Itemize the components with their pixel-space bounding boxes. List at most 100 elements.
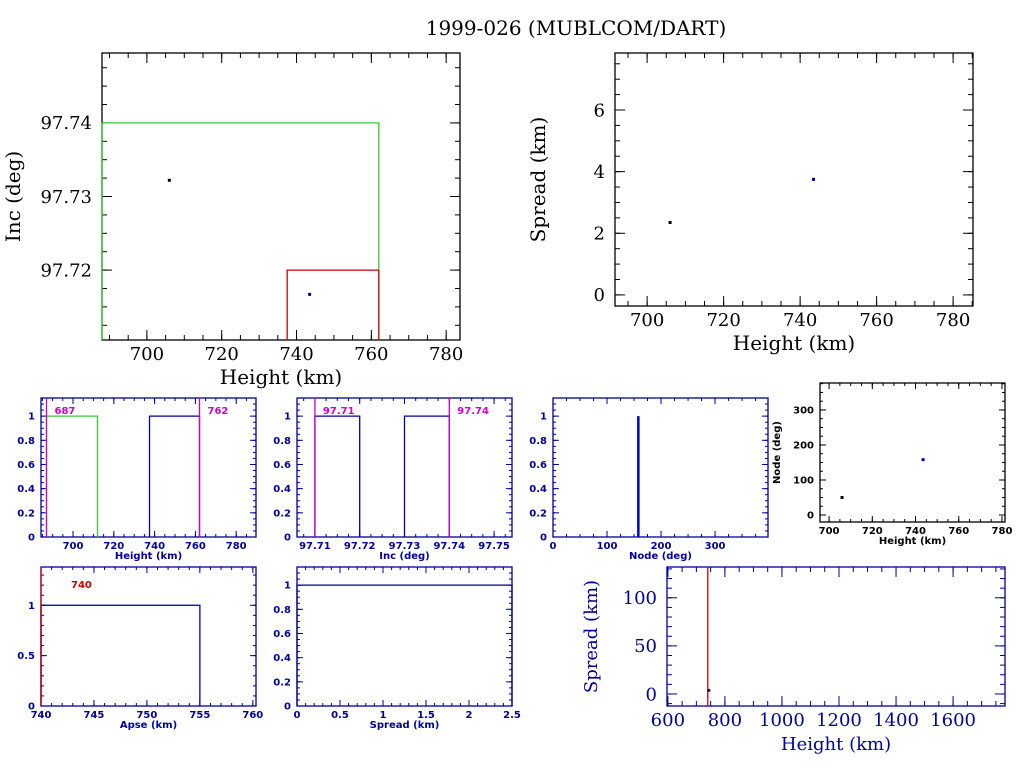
x-axis-label: Spread (km)	[370, 720, 440, 731]
x-tick-label: 700	[819, 526, 840, 537]
y-tick-label: 0.4	[529, 484, 547, 495]
y-axis-label: Spread (km)	[581, 580, 602, 693]
x-tick-label: 720	[103, 541, 124, 552]
x-tick-label: 0	[550, 541, 557, 552]
x-tick-label: 740	[279, 344, 313, 365]
x-tick-label: 740	[783, 310, 817, 331]
y-tick-label: 0.2	[273, 508, 291, 519]
x-tick-label: 1000	[759, 710, 805, 731]
y-tick-label: 0	[28, 702, 35, 713]
y-tick-label: 0.8	[17, 436, 35, 447]
x-tick-label: 740	[144, 541, 165, 552]
y-axis-label: Node (deg)	[772, 421, 783, 484]
histogram-bar	[286, 269, 380, 340]
y-tick-label: 0	[284, 533, 291, 544]
y-tick-label: 0.5	[17, 651, 35, 662]
x-tick-label: 1.5	[417, 710, 435, 721]
x-axis-label: Apse (km)	[120, 720, 177, 731]
x-tick-label: 800	[708, 710, 742, 731]
x-tick-label: 755	[189, 710, 210, 721]
histogram-bar	[148, 415, 201, 537]
x-tick-label: 700	[630, 310, 664, 331]
data-point	[167, 178, 171, 182]
plot-frame	[40, 397, 257, 538]
panel-2: 700 720 740 760 780 0 0.2 0.4 0.6 0.8 1 Height (km)…	[17, 397, 257, 562]
x-tick-label: 97.74	[433, 541, 465, 552]
panel-1: 700 720 740 760 780 0 2 4 6 Height (km) Spread (km…	[526, 52, 974, 355]
marker-label: 687	[55, 406, 76, 417]
x-tick-label: 760	[354, 344, 388, 365]
panel-3: 97.71 97.72 97.73 97.74 97.75 0 0.2 0.4 0.6 0.8 1 I…	[273, 397, 513, 562]
x-tick-label: 600	[651, 710, 685, 731]
plot-frame	[819, 382, 1006, 523]
x-tick-label: 2	[466, 710, 473, 721]
y-tick-label: 1	[28, 601, 35, 612]
y-tick-label: 0	[28, 533, 35, 544]
y-tick-label: 2	[594, 224, 605, 245]
y-tick-label: 50	[634, 636, 657, 657]
x-axis-label: Node (deg)	[629, 551, 692, 562]
y-tick-label: 6	[594, 100, 605, 121]
x-axis-label: Height (km)	[733, 331, 855, 355]
y-axis-label: Spread (km)	[526, 117, 550, 243]
y-tick-label: 100	[623, 588, 657, 609]
y-tick-label: 4	[594, 162, 605, 183]
y-tick-label: 100	[793, 475, 814, 486]
y-tick-label: 0	[646, 684, 657, 705]
x-axis-label: Height (km)	[115, 551, 182, 562]
plot-frame	[296, 566, 513, 707]
x-tick-label: 97.71	[299, 541, 331, 552]
x-axis-label: Inc (deg)	[379, 551, 430, 562]
x-axis-label: Height (km)	[781, 734, 891, 755]
histogram-bar	[296, 584, 513, 706]
y-tick-label: 300	[793, 405, 814, 416]
y-tick-label: 0.6	[273, 629, 291, 640]
y-tick-label: 0.8	[529, 436, 547, 447]
x-axis-label: Height (km)	[220, 365, 342, 389]
plot-frame	[614, 52, 974, 307]
x-tick-label: 780	[992, 526, 1013, 537]
histogram-bar	[314, 415, 361, 537]
data-point	[308, 292, 312, 296]
x-tick-label: 760	[242, 710, 263, 721]
y-axis-label: Inc (deg)	[1, 151, 25, 242]
y-tick-label: 97.73	[40, 187, 92, 208]
x-tick-label: 97.75	[478, 541, 510, 552]
y-tick-label: 0.2	[273, 677, 291, 688]
y-tick-label: 0.6	[273, 460, 291, 471]
x-tick-label: 760	[859, 310, 893, 331]
y-tick-label: 0.6	[529, 460, 547, 471]
x-tick-label: 97.72	[344, 541, 376, 552]
panel-5: 700 720 740 760 780 0 100 200 300 Height (km) Node…	[772, 382, 1013, 547]
panel-0: 700 720 740 760 780 97.72 97.73 97.74 Height (km…	[1, 52, 463, 389]
x-tick-label: 1600	[930, 710, 976, 731]
x-tick-label: 720	[862, 526, 883, 537]
histogram-bar	[403, 415, 450, 537]
x-tick-label: 750	[136, 710, 157, 721]
marker-label: 740	[71, 580, 92, 591]
x-tick-label: 0	[294, 710, 301, 721]
y-tick-label: 1	[540, 412, 547, 423]
x-axis-label: Height (km)	[879, 536, 946, 547]
y-tick-label: 1	[28, 412, 35, 423]
panel-4: 0 100 200 300 0 0.2 0.4 0.6 0.8 1 Node (deg)	[529, 397, 769, 562]
x-tick-label: 0.5	[331, 710, 349, 721]
y-tick-label: 0.6	[17, 460, 35, 471]
plot-frame	[552, 397, 769, 538]
x-tick-label: 1200	[816, 710, 862, 731]
x-tick-label: 200	[651, 541, 672, 552]
data-point	[668, 220, 672, 224]
x-tick-label: 300	[705, 541, 726, 552]
x-tick-label: 740	[905, 526, 926, 537]
y-tick-label: 0.4	[273, 653, 291, 664]
y-tick-label: 0	[594, 285, 605, 306]
y-tick-label: 97.72	[40, 260, 92, 281]
x-tick-label: 780	[936, 310, 970, 331]
x-tick-label: 700	[130, 344, 164, 365]
x-tick-label: 700	[63, 541, 84, 552]
y-tick-label: 0	[807, 510, 814, 521]
x-tick-label: 780	[429, 344, 463, 365]
histogram-bar	[45, 415, 99, 537]
